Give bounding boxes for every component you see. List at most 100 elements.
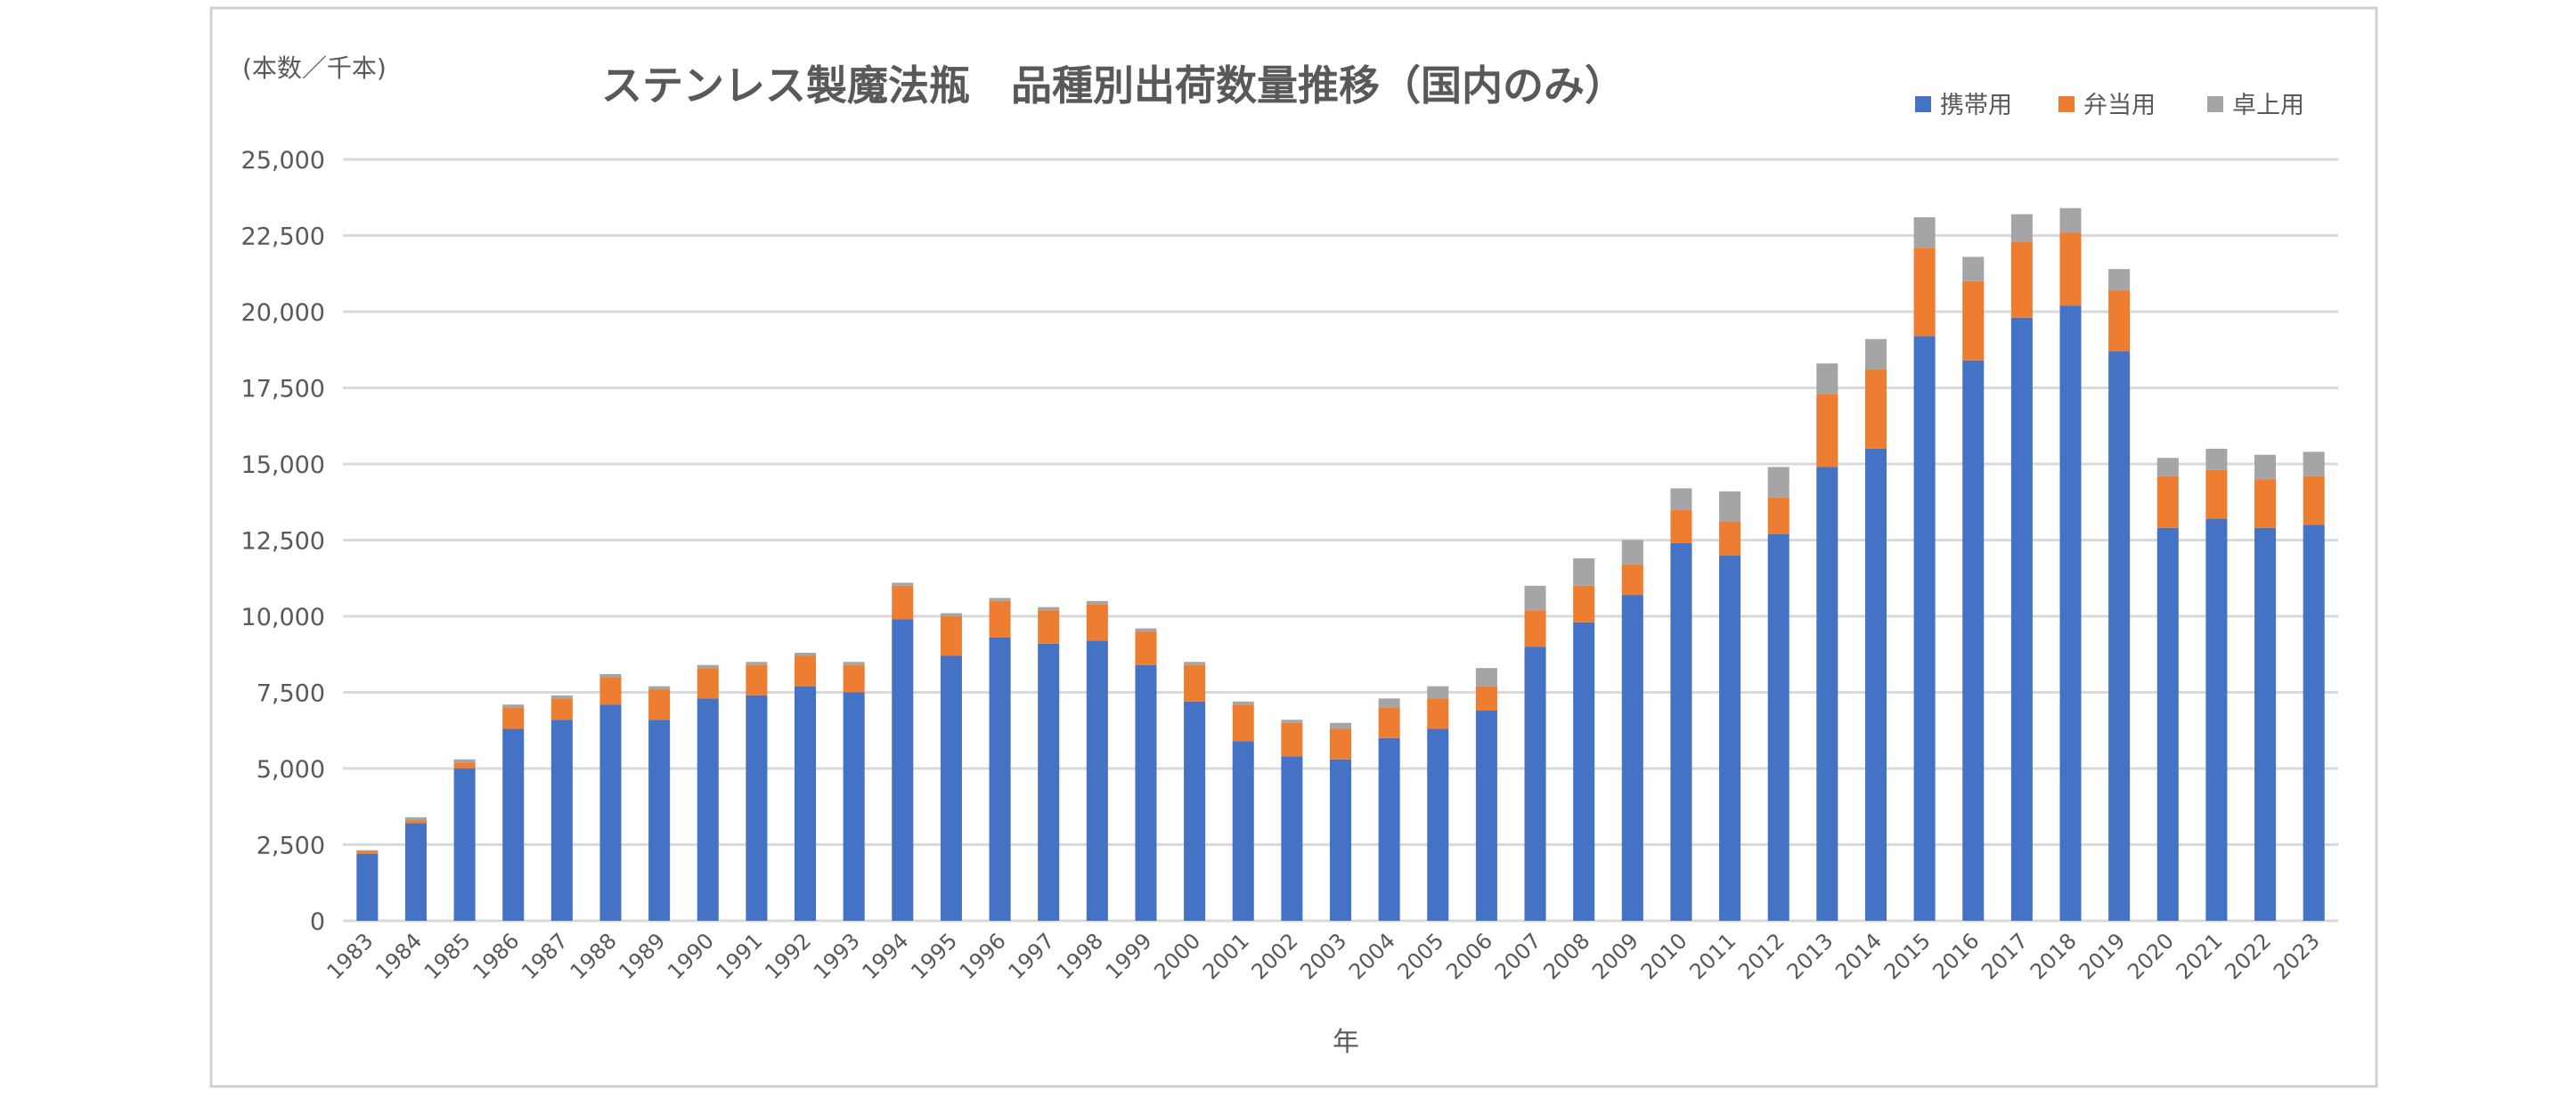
bar-tabletop-2007 <box>1524 585 1546 611</box>
bar-lunch-2003 <box>1329 728 1352 760</box>
bar-lunch-2013 <box>1816 394 1838 468</box>
bar-tabletop-1993 <box>843 662 865 665</box>
bar-lunch-2010 <box>1670 509 1692 543</box>
bar-tabletop-1987 <box>550 695 573 699</box>
bar-portable-1999 <box>1135 664 1157 921</box>
bar-tabletop-2012 <box>1767 467 1789 498</box>
bar-portable-2005 <box>1427 728 1449 921</box>
bar-tabletop-2006 <box>1475 668 1497 687</box>
bar-lunch-1991 <box>746 664 768 695</box>
bar-portable-2003 <box>1329 759 1352 921</box>
y-axis-ticks: 0 2,500 5,000 7,500 10,000 12,500 15,000 17,500… <box>241 147 325 936</box>
bar-lunch-2000 <box>1184 664 1206 702</box>
bar-portable-2021 <box>2205 518 2228 921</box>
bar-lunch-2015 <box>1913 248 1936 337</box>
legend-swatch <box>2058 96 2075 112</box>
y-tick-label: 2,500 <box>257 833 325 860</box>
bar-lunch-2012 <box>1767 497 1789 534</box>
legend: 携帯用 弁当用 卓上用 <box>1915 92 2304 119</box>
y-tick-label: 22,500 <box>241 224 325 251</box>
bar-tabletop-2020 <box>2156 458 2179 476</box>
bar-lunch-1984 <box>404 820 427 824</box>
bar-tabletop-2016 <box>1962 256 1985 281</box>
bar-tabletop-2009 <box>1621 540 1643 565</box>
bar-portable-2002 <box>1281 756 1303 921</box>
bar-portable-2014 <box>1864 448 1887 921</box>
y-tick-label: 5,000 <box>257 756 325 784</box>
bar-portable-1998 <box>1086 640 1108 921</box>
bar-portable-1991 <box>746 695 768 921</box>
bar-lunch-2009 <box>1621 564 1643 596</box>
bar-lunch-1996 <box>989 600 1011 638</box>
bar-tabletop-2008 <box>1573 558 1595 586</box>
y-tick-label: 15,000 <box>241 451 325 479</box>
bar-lunch-1998 <box>1086 604 1108 641</box>
bar-lunch-1989 <box>648 689 671 720</box>
bar-portable-1992 <box>795 686 817 921</box>
bar-lunch-2006 <box>1475 686 1497 712</box>
bar-lunch-1985 <box>453 762 476 769</box>
bar-portable-1995 <box>940 655 962 921</box>
bar-lunch-1992 <box>795 655 817 687</box>
bar-portable-2020 <box>2156 527 2179 921</box>
chart-title: ステンレス製魔法瓶 品種別出荷数量推移（国内のみ） <box>601 61 1626 110</box>
bar-portable-2004 <box>1378 737 1400 921</box>
bars <box>356 207 2325 922</box>
bar-lunch-1986 <box>502 707 525 729</box>
bar-tabletop-1990 <box>697 664 719 669</box>
bar-portable-2006 <box>1475 711 1497 921</box>
bar-tabletop-2017 <box>2010 214 2033 242</box>
bar-portable-2001 <box>1232 741 1254 921</box>
legend-label: 携帯用 <box>1940 92 2012 119</box>
bar-portable-1990 <box>697 698 719 921</box>
bar-portable-2022 <box>2254 527 2277 921</box>
bar-lunch-2002 <box>1281 722 1303 757</box>
bar-tabletop-2010 <box>1670 488 1692 510</box>
bar-portable-1994 <box>892 619 914 921</box>
bar-portable-2008 <box>1573 622 1595 921</box>
bar-lunch-1999 <box>1135 631 1157 665</box>
bar-tabletop-2021 <box>2205 448 2228 470</box>
bar-tabletop-2018 <box>2059 207 2082 233</box>
bar-lunch-2014 <box>1864 369 1887 449</box>
legend-label: 弁当用 <box>2083 92 2156 119</box>
bar-portable-2007 <box>1524 647 1546 921</box>
bar-lunch-2017 <box>2010 241 2033 318</box>
bar-portable-2012 <box>1767 533 1789 921</box>
bar-tabletop-1986 <box>502 704 525 708</box>
bar-tabletop-1983 <box>356 850 379 851</box>
bar-tabletop-1985 <box>453 759 476 763</box>
bar-tabletop-1994 <box>892 582 914 586</box>
bar-portable-1983 <box>356 853 379 921</box>
bar-portable-2015 <box>1913 336 1936 921</box>
bar-lunch-2001 <box>1232 704 1254 742</box>
y-tick-label: 20,000 <box>241 299 325 327</box>
legend-swatch <box>1915 96 1931 112</box>
bar-tabletop-1998 <box>1086 600 1108 605</box>
bar-tabletop-1988 <box>599 673 622 678</box>
bar-portable-1986 <box>502 728 525 921</box>
bar-lunch-2007 <box>1524 610 1546 647</box>
bar-lunch-1990 <box>697 668 719 699</box>
bar-tabletop-2022 <box>2254 454 2277 480</box>
bar-lunch-2020 <box>2156 476 2179 528</box>
bar-tabletop-1995 <box>940 613 962 616</box>
bar-lunch-1983 <box>356 850 379 854</box>
bar-tabletop-1989 <box>648 686 671 690</box>
bar-tabletop-2005 <box>1427 686 1449 699</box>
bar-lunch-2021 <box>2205 469 2228 519</box>
bar-tabletop-1996 <box>989 598 1011 601</box>
bar-lunch-1993 <box>843 664 865 693</box>
bar-lunch-2016 <box>1962 281 1985 361</box>
bar-portable-1997 <box>1038 643 1060 921</box>
bar-tabletop-2013 <box>1816 363 1838 394</box>
bar-portable-1993 <box>843 692 865 921</box>
bar-tabletop-1992 <box>795 653 817 656</box>
bar-tabletop-2003 <box>1329 722 1352 729</box>
y-tick-label: 25,000 <box>241 147 325 175</box>
bar-portable-1987 <box>550 720 573 921</box>
bar-portable-2023 <box>2303 525 2325 921</box>
bar-lunch-2005 <box>1427 698 1449 729</box>
bar-portable-2009 <box>1621 595 1643 921</box>
bar-portable-1988 <box>599 704 622 921</box>
